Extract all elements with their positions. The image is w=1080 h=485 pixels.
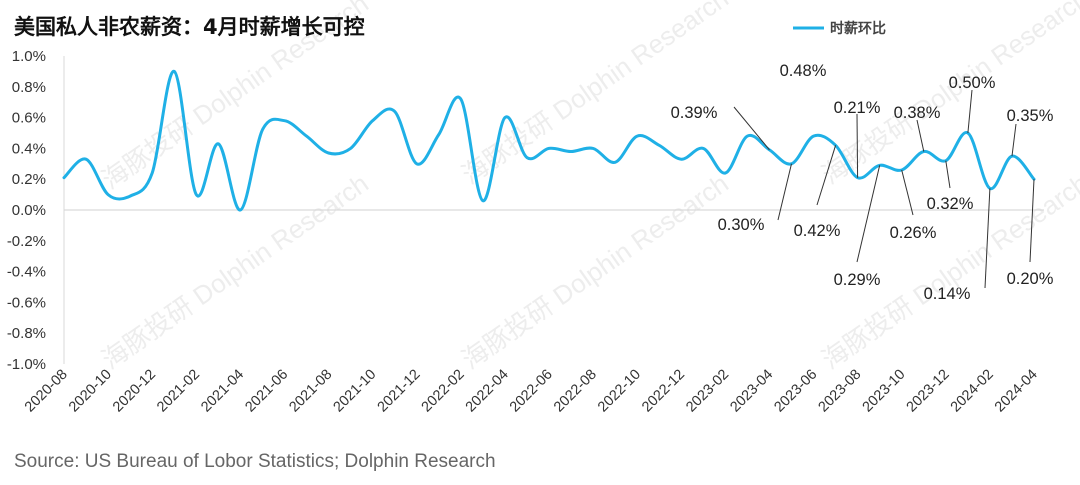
- x-tick-label: 2022-08: [551, 367, 600, 416]
- watermark-4: 海豚投研 Dolphin Research: [456, 168, 734, 375]
- x-tick-label: 2021-08: [286, 367, 335, 416]
- x-tick-label: 2021-04: [198, 367, 247, 416]
- data-label: 0.39%: [671, 104, 718, 122]
- data-label-layer: 0.39% 0.30% 0.48% 0.42% 0.21% 0.29% 0.26% 0.38%…: [671, 62, 1054, 303]
- y-tick-label: 0.8%: [12, 79, 46, 96]
- y-tick-label: 0.0%: [12, 202, 46, 219]
- data-label: 0.30%: [718, 216, 765, 234]
- source-note: Source: US Bureau of Lobor Statistics; D…: [14, 451, 496, 472]
- x-tick-label: 2020-10: [66, 367, 115, 416]
- data-label: 0.21%: [834, 99, 881, 117]
- x-tick-label: 2023-08: [816, 367, 865, 416]
- data-label: 0.42%: [794, 222, 841, 240]
- leader-line: [856, 165, 881, 263]
- leader-line: [1029, 179, 1035, 263]
- leader-line: [777, 163, 792, 221]
- data-label: 0.50%: [949, 74, 996, 92]
- x-tick-label: 2023-04: [727, 367, 776, 416]
- x-axis-ticks: 2020-082020-102020-122021-022021-042021-…: [22, 367, 1041, 416]
- x-tick-label: 2020-12: [110, 367, 159, 416]
- x-tick-label: 2020-08: [22, 367, 71, 416]
- leader-line: [1011, 123, 1017, 157]
- y-tick-label: -0.2%: [7, 233, 46, 250]
- legend: 时薪环比: [793, 20, 886, 37]
- leader-line: [816, 145, 837, 206]
- y-tick-label: -0.6%: [7, 294, 46, 311]
- y-tick-label: -1.0%: [7, 356, 46, 373]
- y-tick-label: -0.8%: [7, 325, 46, 342]
- x-tick-label: 2022-02: [419, 367, 468, 416]
- leader-line: [916, 119, 925, 152]
- y-tick-label: -0.4%: [7, 264, 46, 281]
- x-tick-label: 2021-10: [331, 367, 380, 416]
- legend-label: 时薪环比: [830, 20, 886, 37]
- x-tick-label: 2021-06: [242, 367, 291, 416]
- x-tick-label: 2022-06: [507, 367, 556, 416]
- x-tick-label: 2021-02: [154, 367, 203, 416]
- data-label: 0.14%: [924, 285, 971, 303]
- data-label: 0.20%: [1007, 270, 1054, 288]
- x-tick-label: 2022-10: [595, 367, 644, 416]
- x-tick-label: 2024-02: [948, 367, 997, 416]
- x-tick-label: 2021-12: [375, 367, 424, 416]
- leader-line: [733, 106, 770, 151]
- leader-line: [967, 89, 973, 134]
- x-tick-label: 2022-12: [639, 367, 688, 416]
- leader-line: [901, 169, 914, 216]
- leader-line: [945, 160, 951, 189]
- watermark-1: 海豚投研 Dolphin Research: [456, 0, 734, 190]
- x-tick-label: 2023-02: [683, 367, 732, 416]
- data-label: 0.48%: [780, 62, 827, 80]
- x-tick-label: 2022-04: [463, 367, 512, 416]
- leader-line: [856, 113, 859, 178]
- data-label: 0.32%: [927, 195, 974, 213]
- x-tick-label: 2023-10: [860, 367, 909, 416]
- data-label: 0.38%: [894, 104, 941, 122]
- x-tick-label: 2023-12: [904, 367, 953, 416]
- series-line-hourly-wage-mom: [62, 69, 1036, 212]
- y-tick-label: 0.6%: [12, 110, 46, 127]
- y-tick-label: 0.2%: [12, 171, 46, 188]
- watermark-layer: 海豚投研 Dolphin Research 海豚投研 Dolphin Resear…: [96, 0, 1080, 375]
- y-axis-ticks: 1.0% 0.8% 0.6% 0.4% 0.2% 0.0% -0.2% -0.4% -0.6% -…: [7, 48, 46, 373]
- data-label: 0.29%: [834, 271, 881, 289]
- chart-title: 美国私人非农薪资：4月时薪增长可控: [14, 15, 365, 39]
- leader-line: [984, 188, 991, 289]
- y-tick-label: 0.4%: [12, 140, 46, 157]
- data-label: 0.26%: [890, 224, 937, 242]
- x-tick-label: 2024-04: [992, 367, 1041, 416]
- data-label: 0.35%: [1007, 107, 1054, 125]
- grid-layer: [63, 56, 1044, 364]
- x-tick-label: 2023-06: [771, 367, 820, 416]
- y-tick-label: 1.0%: [12, 48, 46, 65]
